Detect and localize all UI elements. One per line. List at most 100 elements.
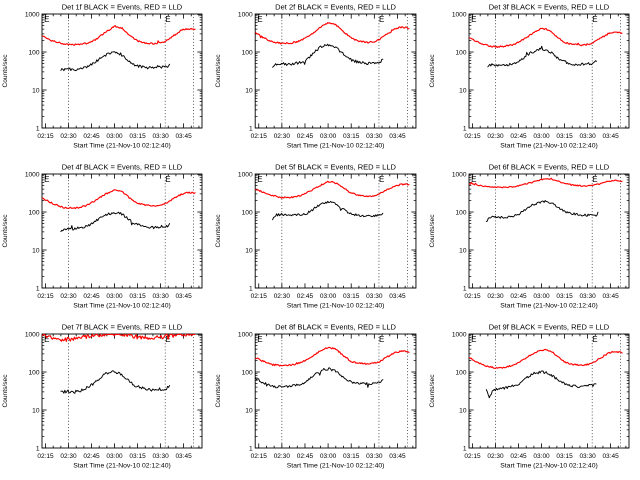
- y-tick-label: 1: [463, 285, 467, 292]
- eclipse-marker: E: [165, 15, 170, 24]
- x-tick-label: 02:15: [464, 453, 481, 460]
- y-axis-label: Counts/sec: [215, 54, 222, 88]
- x-tick-label: 03:00: [320, 293, 337, 300]
- events-series-line: [60, 370, 171, 394]
- y-tick-label: 10: [245, 407, 253, 414]
- events-series-line: [485, 370, 597, 399]
- plot-frame: [41, 13, 203, 129]
- lld-series-line: [41, 189, 196, 210]
- eclipse-marker: E: [471, 15, 476, 24]
- plot-det-9f: E E Det 9f BLACK = Events, RED = LLD 1 10 100…: [427, 320, 640, 480]
- x-tick-label: 03:00: [320, 133, 337, 140]
- plot-title: Det 5f BLACK = Events, RED = LLD: [275, 163, 396, 172]
- plot-det-8f: E E Det 8f BLACK = Events, RED = LLD 1 10 100…: [213, 320, 427, 480]
- x-tick-label: 03:30: [579, 133, 596, 140]
- y-tick-label: 1000: [238, 172, 253, 179]
- x-tick-label: 02:30: [487, 293, 504, 300]
- x-tick-label: 03:45: [175, 293, 192, 300]
- x-tick-label: 02:15: [251, 453, 268, 460]
- y-tick-label: 10: [245, 87, 253, 94]
- y-tick-label: 1000: [452, 172, 467, 179]
- x-tick-label: 03:15: [556, 453, 573, 460]
- x-tick-label: 03:45: [389, 293, 406, 300]
- x-tick-label: 03:30: [152, 133, 169, 140]
- eclipse-marker: E: [44, 335, 49, 344]
- y-tick-label: 100: [455, 369, 466, 376]
- x-tick-label: 03:30: [366, 293, 383, 300]
- x-axis-label: Start Time (21-Nov-10 02:12:40): [287, 303, 385, 310]
- lld-series-line: [41, 25, 196, 46]
- x-tick-label: 02:15: [464, 293, 481, 300]
- x-tick-label: 03:45: [389, 133, 406, 140]
- plot-svg-det-9f: E E Det 9f BLACK = Events, RED = LLD 1 10 100…: [429, 323, 630, 470]
- x-tick-label: 03:15: [556, 293, 573, 300]
- y-tick-label: 1000: [452, 12, 467, 19]
- plot-frame: [41, 333, 203, 449]
- x-tick-label: 03:15: [129, 133, 146, 140]
- x-tick-label: 03:15: [343, 133, 360, 140]
- x-tick-label: 03:45: [602, 133, 619, 140]
- y-axis-label: Counts/sec: [215, 374, 222, 408]
- y-tick-label: 10: [32, 407, 40, 414]
- plot-det-1f: E E Det 1f BLACK = Events, RED = LLD 1 10 100…: [0, 0, 213, 160]
- y-tick-label: 10: [459, 407, 467, 414]
- plot-frame: [468, 173, 630, 289]
- lld-series-line: [468, 177, 623, 189]
- events-series-line: [255, 367, 384, 389]
- plot-det-7f: E E Det 7f BLACK = Events, RED = LLD 1 10 100…: [0, 320, 213, 480]
- eclipse-marker: E: [379, 175, 384, 184]
- y-tick-label: 1000: [452, 332, 467, 339]
- y-tick-label: 100: [455, 49, 466, 56]
- eclipse-marker: E: [379, 335, 384, 344]
- x-tick-label: 03:15: [556, 133, 573, 140]
- x-tick-label: 02:45: [83, 293, 100, 300]
- x-tick-label: 02:30: [487, 453, 504, 460]
- eclipse-marker: E: [44, 175, 49, 184]
- y-tick-label: 100: [242, 49, 253, 56]
- plot-svg-det-5f: E E Det 5f BLACK = Events, RED = LLD 1 10 100…: [215, 163, 417, 310]
- plot-title: Det 9f BLACK = Events, RED = LLD: [489, 323, 610, 332]
- x-tick-label: 02:45: [510, 293, 527, 300]
- plot-title: Det 8f BLACK = Events, RED = LLD: [275, 323, 396, 332]
- x-tick-label: 03:45: [175, 133, 192, 140]
- plot-det-3f: E E Det 3f BLACK = Events, RED = LLD 1 10 100…: [427, 0, 640, 160]
- events-series-line: [485, 200, 599, 223]
- plot-det-5f: E E Det 5f BLACK = Events, RED = LLD 1 10 100…: [213, 160, 427, 320]
- lld-series-line: [41, 333, 196, 342]
- plot-det-4f: E E Det 4f BLACK = Events, RED = LLD 1 10 100…: [0, 160, 213, 320]
- plot-title: Det 3f BLACK = Events, RED = LLD: [489, 3, 610, 12]
- plot-title: Det 7f BLACK = Events, RED = LLD: [62, 323, 183, 332]
- lld-series-line: [255, 346, 410, 367]
- x-axis-label: Start Time (21-Nov-10 02:12:40): [73, 303, 170, 310]
- x-axis-label: Start Time (21-Nov-10 02:12:40): [73, 143, 170, 150]
- y-tick-label: 1000: [238, 332, 253, 339]
- plot-frame: [254, 333, 417, 449]
- x-tick-label: 02:30: [60, 133, 77, 140]
- y-tick-label: 1000: [25, 332, 40, 339]
- eclipse-marker: E: [379, 15, 384, 24]
- x-tick-label: 03:15: [343, 293, 360, 300]
- x-tick-label: 03:00: [533, 133, 550, 140]
- x-axis-label: Start Time (21-Nov-10 02:12:40): [287, 143, 385, 150]
- eclipse-marker: E: [592, 335, 597, 344]
- x-tick-label: 03:30: [366, 133, 383, 140]
- y-axis-label: Counts/sec: [2, 374, 9, 408]
- events-series-line: [60, 211, 171, 233]
- x-tick-label: 03:45: [175, 453, 192, 460]
- x-tick-label: 02:15: [251, 293, 268, 300]
- y-axis-label: Counts/sec: [2, 54, 9, 88]
- x-tick-label: 03:30: [152, 293, 169, 300]
- x-tick-label: 02:30: [60, 293, 77, 300]
- x-tick-label: 02:15: [251, 133, 268, 140]
- plot-svg-det-2f: E E Det 2f BLACK = Events, RED = LLD 1 10 100…: [215, 3, 417, 150]
- x-tick-label: 03:45: [602, 453, 619, 460]
- events-series-line: [272, 200, 384, 221]
- x-tick-label: 02:45: [297, 133, 314, 140]
- x-tick-label: 03:00: [320, 453, 337, 460]
- x-tick-label: 02:30: [274, 133, 291, 140]
- eclipse-marker: E: [471, 175, 476, 184]
- y-tick-label: 1: [463, 125, 467, 132]
- lld-series-line: [468, 27, 623, 49]
- y-tick-label: 1: [463, 445, 467, 452]
